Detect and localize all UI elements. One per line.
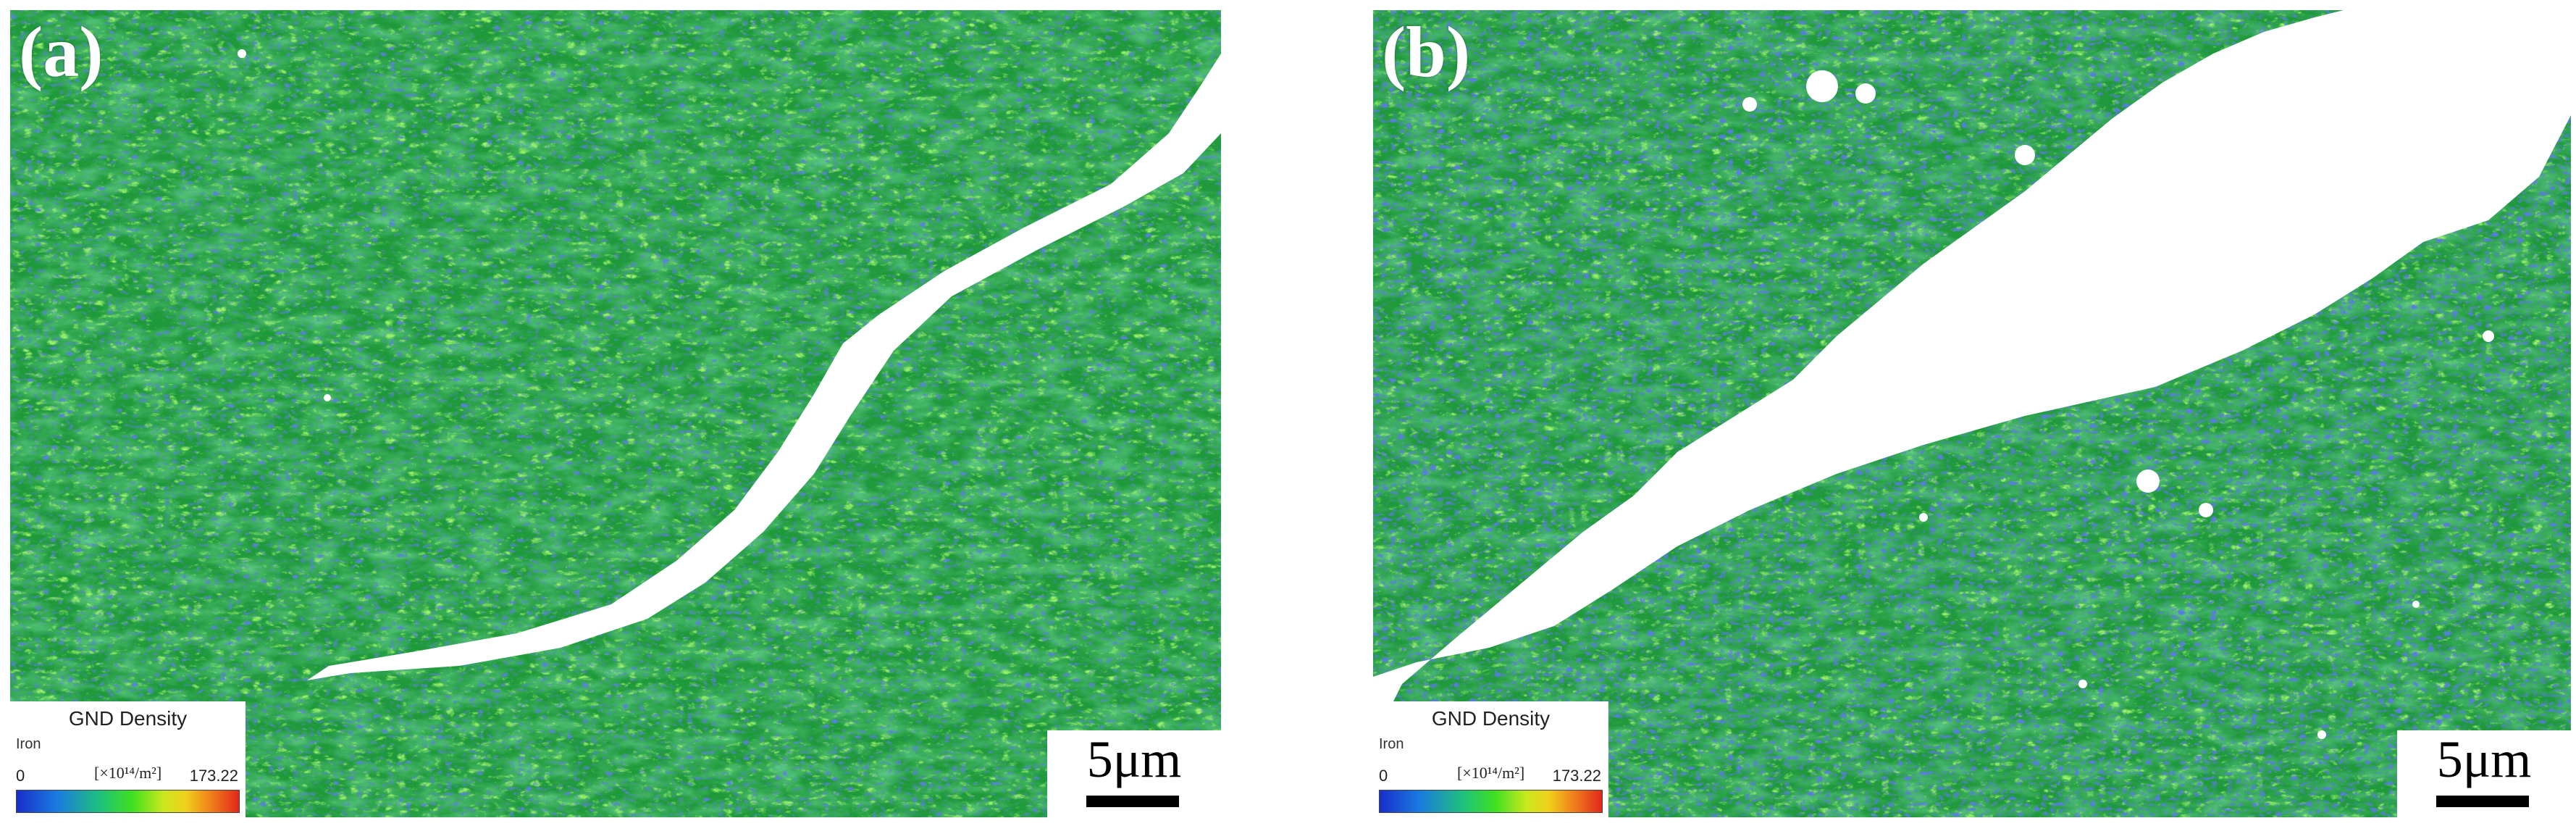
panel-label-a: (a) [19,12,104,92]
legend-min-value: 0 [16,767,25,785]
gnd-density-legend-b: GND Density Iron 0 [×10¹⁴/m²] 173.22 [1373,701,1608,817]
legend-unit: [×10¹⁴/m²] [94,764,162,782]
legend-min-value: 0 [1379,767,1388,785]
scale-bar-line [2436,796,2529,807]
ebsd-map-panel-a: (a) GND Density Iron 0 [×10¹⁴/m²] 173.22… [10,10,1221,817]
gnd-density-map-a [10,10,1221,817]
legend-max-value: 173.22 [1552,767,1601,785]
scale-bar-label: 5μm [1086,730,1182,788]
scale-bar-label: 5μm [2436,730,2532,788]
legend-max-value: 173.22 [189,767,238,785]
legend-colorbar [1379,790,1603,813]
ebsd-map-panel-b: (b) GND Density Iron 0 [×10¹⁴/m²] 173.22… [1373,10,2571,817]
crack-region-b [1373,10,2571,817]
scale-bar-line [1086,796,1179,807]
panel-label-b: (b) [1382,12,1471,92]
legend-colorbar [16,790,240,813]
legend-title: GND Density [1431,707,1551,730]
scale-bar-box-a: 5μm [1047,730,1221,817]
legend-title: GND Density [68,707,188,730]
gnd-density-map-b [1373,10,2571,817]
gnd-density-legend-a: GND Density Iron 0 [×10¹⁴/m²] 173.22 [10,701,246,817]
legend-unit: [×10¹⁴/m²] [1457,764,1525,782]
legend-phase-label: Iron [16,736,41,752]
scale-bar-box-b: 5μm [2397,730,2571,817]
legend-phase-label: Iron [1379,736,1404,752]
